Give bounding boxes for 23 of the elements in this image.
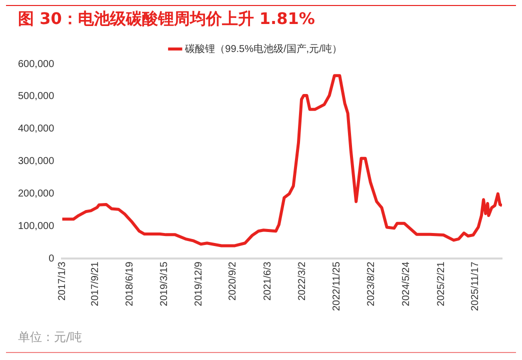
legend-label: 碳酸锂（99.5%电池级/国产,元/吨）: [184, 42, 342, 55]
y-tick-label: 200,000: [18, 188, 55, 200]
y-tick-label: 300,000: [18, 156, 55, 168]
x-tick-label: 2021/6/3: [262, 261, 274, 301]
x-tick-label: 2017/1/3: [56, 261, 68, 301]
y-tick-label: 100,000: [18, 220, 55, 232]
x-tick-label: 2019/12/9: [193, 261, 204, 306]
x-tick-label: 2018/6/19: [124, 261, 136, 306]
chart-title: 图 30：电池级碳酸锂周均价上升 1.81%: [18, 9, 315, 30]
x-tick-label: 2025/11/17: [470, 261, 482, 312]
x-tick-label: 2025/2/21: [436, 261, 447, 306]
x-tick-label: 2022/3/2: [297, 261, 308, 301]
x-tick-label: 2017/9/21: [90, 261, 102, 306]
y-tick-label: 500,000: [18, 91, 55, 102]
x-tick-label: 2019/3/15: [159, 261, 170, 306]
text: 单位：元/吨: [18, 329, 82, 346]
x-tick-label: 2023/8/22: [366, 261, 377, 306]
y-tick-label: 600,000: [18, 58, 55, 70]
y-tick-label: 0: [48, 253, 55, 264]
y-tick-label: 400,000: [18, 124, 55, 135]
x-tick-label: 2024/5/24: [400, 261, 412, 306]
x-tick-label: 2020/9/2: [228, 261, 239, 301]
x-tick-label: 2022/11/25: [331, 261, 342, 312]
